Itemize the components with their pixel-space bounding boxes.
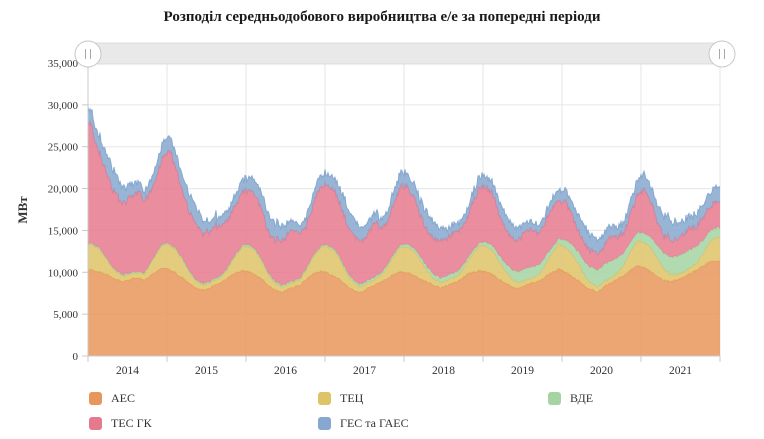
legend-item-vde[interactable]: ВДЕ: [548, 391, 764, 406]
legend-item-tes-gk[interactable]: ТЕС ГК: [89, 416, 318, 431]
legend-label-vde: ВДЕ: [570, 391, 594, 405]
x-axis-year-label: 2016: [274, 365, 297, 377]
x-axis-year-label: 2018: [432, 365, 455, 377]
axes: 0 5,000 10,000 15,000 20,000 25,000 30,000 35,0…: [15, 58, 721, 377]
legend-swatch-tes-gk: [89, 417, 102, 430]
x-axis-year-label: 2020: [590, 365, 613, 377]
series-area-ges-gaes[interactable]: [88, 106, 720, 256]
series-area-aes[interactable]: [88, 260, 720, 356]
legend-swatch-ges-gaes: [318, 417, 331, 430]
x-axis-year-label: 2021: [669, 365, 692, 377]
legend-label-ges-gaes: ГЕС та ГАЕС: [340, 416, 409, 430]
legend-label-aes: АЕС: [111, 391, 135, 405]
legend-label-tes-gk: ТЕС ГК: [111, 416, 152, 430]
legend: АЕС ТЕЦ ВДЕ ТЕС ГК ГЕС та ГАЕС: [0, 391, 764, 431]
x-axis-year-label: 2019: [511, 365, 534, 377]
series-area-tes-gk[interactable]: [88, 121, 720, 286]
y-axis-tick-label: 0: [73, 351, 79, 363]
stacked-area-chart: 0 5,000 10,000 15,000 20,000 25,000 30,000 35,0…: [15, 40, 736, 377]
chart-title: Розподіл середньодобового виробництва е/…: [163, 9, 601, 25]
range-navigator: [74, 40, 736, 68]
legend-item-aes[interactable]: АЕС: [89, 391, 318, 406]
series-area-tec[interactable]: [88, 236, 720, 293]
legend-item-ges-gaes[interactable]: ГЕС та ГАЕС: [318, 416, 548, 431]
y-axis-tick-label: 5,000: [53, 309, 78, 321]
drag-grip-icon: [74, 40, 102, 68]
legend-swatch-aes: [89, 392, 102, 405]
y-axis-title: МВт: [15, 196, 30, 224]
drag-grip-icon: [708, 40, 736, 68]
y-axis-tick-label: 25,000: [48, 142, 79, 154]
x-axis-year-label: 2014: [116, 365, 139, 377]
navigator-track[interactable]: [87, 42, 723, 65]
legend-label-tec: ТЕЦ: [340, 391, 364, 405]
legend-swatch-tec: [318, 392, 331, 405]
series-line-ges-gaes: [87, 106, 721, 243]
series-areas: [87, 106, 721, 356]
legend-item-tec[interactable]: ТЕЦ: [318, 391, 548, 406]
y-axis-tick-label: 20,000: [48, 184, 79, 196]
y-axis-tick-label: 30,000: [48, 100, 79, 112]
navigator-right-handle[interactable]: [708, 40, 736, 68]
legend-swatch-vde: [548, 392, 561, 405]
y-axis-tick-label: 15,000: [48, 225, 79, 237]
series-area-vde[interactable]: [88, 226, 720, 288]
x-axis-year-label: 2015: [195, 365, 218, 377]
y-axis-tick-label: 10,000: [48, 267, 79, 279]
y-axis-tick-label: 35,000: [48, 58, 79, 70]
navigator-left-handle[interactable]: [74, 40, 102, 68]
x-axis-year-label: 2017: [353, 365, 376, 377]
